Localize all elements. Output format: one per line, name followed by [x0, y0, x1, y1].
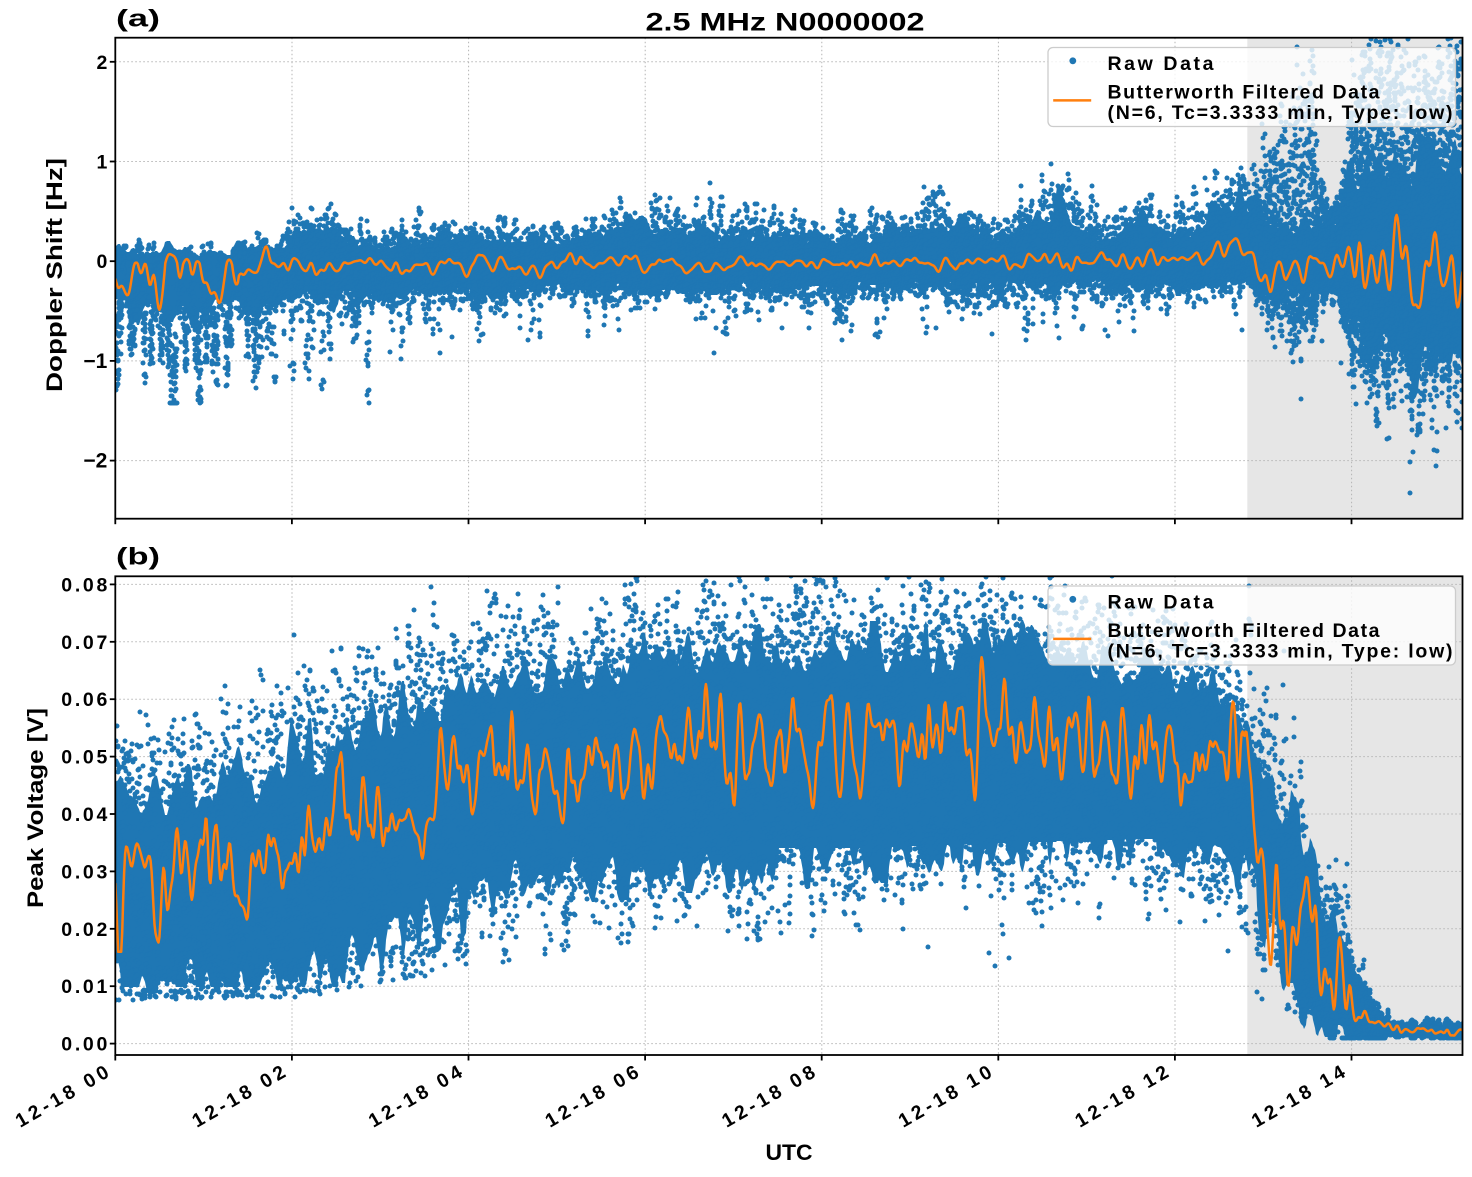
svg-text:Doppler Shift [Hz]: Doppler Shift [Hz]: [42, 158, 67, 392]
svg-text:0.08: 0.08: [61, 574, 107, 596]
svg-text:Butterworth Filtered Data: Butterworth Filtered Data: [1108, 81, 1380, 103]
svg-text:0.04: 0.04: [61, 804, 107, 826]
svg-text:0.05: 0.05: [61, 747, 107, 769]
svg-text:Peak Voltage [V]: Peak Voltage [V]: [23, 708, 48, 908]
svg-text:2: 2: [96, 52, 107, 74]
svg-text:(N=6, Tc=3.3333 min, Type: low: (N=6, Tc=3.3333 min, Type: low): [1108, 641, 1453, 663]
svg-text:0.06: 0.06: [61, 689, 107, 711]
svg-text:(b): (b): [116, 544, 160, 571]
svg-text:−1: −1: [83, 350, 107, 373]
svg-text:(N=6, Tc=3.3333 min, Type: low: (N=6, Tc=3.3333 min, Type: low): [1108, 102, 1453, 124]
svg-text:−2: −2: [83, 450, 107, 473]
svg-text:0.07: 0.07: [61, 632, 107, 654]
svg-text:Raw Data: Raw Data: [1108, 592, 1214, 614]
svg-text:Raw Data: Raw Data: [1108, 53, 1214, 75]
svg-text:0: 0: [96, 251, 107, 273]
svg-text:0.02: 0.02: [61, 919, 107, 941]
svg-text:0.01: 0.01: [61, 976, 107, 998]
svg-text:(a): (a): [116, 6, 160, 33]
svg-text:1: 1: [96, 152, 107, 174]
svg-text:0.03: 0.03: [61, 861, 107, 883]
svg-text:Butterworth Filtered Data: Butterworth Filtered Data: [1108, 620, 1380, 642]
svg-text:UTC: UTC: [766, 1140, 813, 1165]
svg-text:0.00: 0.00: [61, 1034, 107, 1056]
svg-text:2.5 MHz N0000002: 2.5 MHz N0000002: [646, 9, 925, 37]
